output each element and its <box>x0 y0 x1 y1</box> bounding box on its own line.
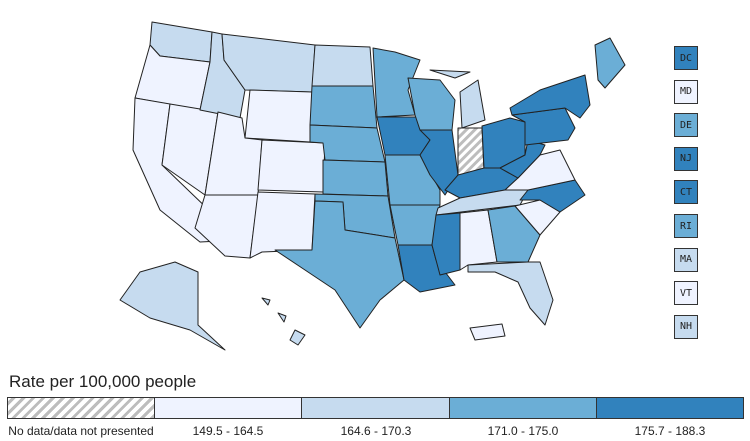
state-IL[interactable] <box>419 129 459 196</box>
state-KS[interactable] <box>322 159 389 197</box>
legend-label-bin-3: 171.0 - 175.0 <box>487 424 559 438</box>
small-state-box-ct[interactable]: CT <box>674 180 698 205</box>
state-FL[interactable] <box>467 261 554 326</box>
state-SD[interactable] <box>309 85 378 129</box>
small-state-box-ma[interactable]: MA <box>674 247 698 272</box>
state-AL[interactable] <box>459 209 498 271</box>
legend-swatch-bin-4 <box>596 398 744 418</box>
us-choropleth-map <box>119 21 626 351</box>
legend-bar <box>7 397 744 419</box>
small-state-box-nj[interactable]: NJ <box>674 146 698 171</box>
state-TX[interactable] <box>274 200 405 329</box>
small-state-box-vt[interactable]: VT <box>674 281 698 306</box>
small-state-box-dc[interactable]: DC <box>674 46 698 70</box>
state-ME[interactable] <box>594 37 626 89</box>
legend-label-no-data: No data/data not presented <box>8 424 154 438</box>
small-state-box-de[interactable]: DE <box>674 113 698 138</box>
legend-label-bin-2: 164.6 - 170.3 <box>340 424 412 438</box>
state-ND[interactable] <box>311 44 374 87</box>
state-AK[interactable] <box>119 261 226 351</box>
legend-label-bin-1: 149.5 - 164.5 <box>192 424 264 438</box>
state-IN[interactable] <box>457 127 485 176</box>
state-MI[interactable] <box>429 69 486 129</box>
legend-swatch-bin-1 <box>155 398 303 418</box>
state-WY[interactable] <box>244 89 313 143</box>
legend-label-bin-4: 175.7 - 188.3 <box>634 424 706 438</box>
small-state-box-nh[interactable]: NH <box>674 314 698 339</box>
small-state-box-ri[interactable]: RI <box>674 214 698 238</box>
legend-swatch-bin-2 <box>302 398 450 418</box>
state-NY[interactable] <box>509 74 591 119</box>
legend-title: Rate per 100,000 people <box>9 372 197 391</box>
state-PR[interactable] <box>469 323 506 341</box>
state-CO[interactable] <box>257 139 326 193</box>
state-WV[interactable] <box>499 139 546 179</box>
small-state-box-md[interactable]: MD <box>674 79 698 104</box>
legend-swatch-bin-3 <box>449 398 597 418</box>
state-AZ[interactable] <box>194 194 259 259</box>
legend-swatch-no-data <box>8 398 156 418</box>
state-HI[interactable] <box>261 297 306 346</box>
state-NM[interactable] <box>249 191 316 259</box>
